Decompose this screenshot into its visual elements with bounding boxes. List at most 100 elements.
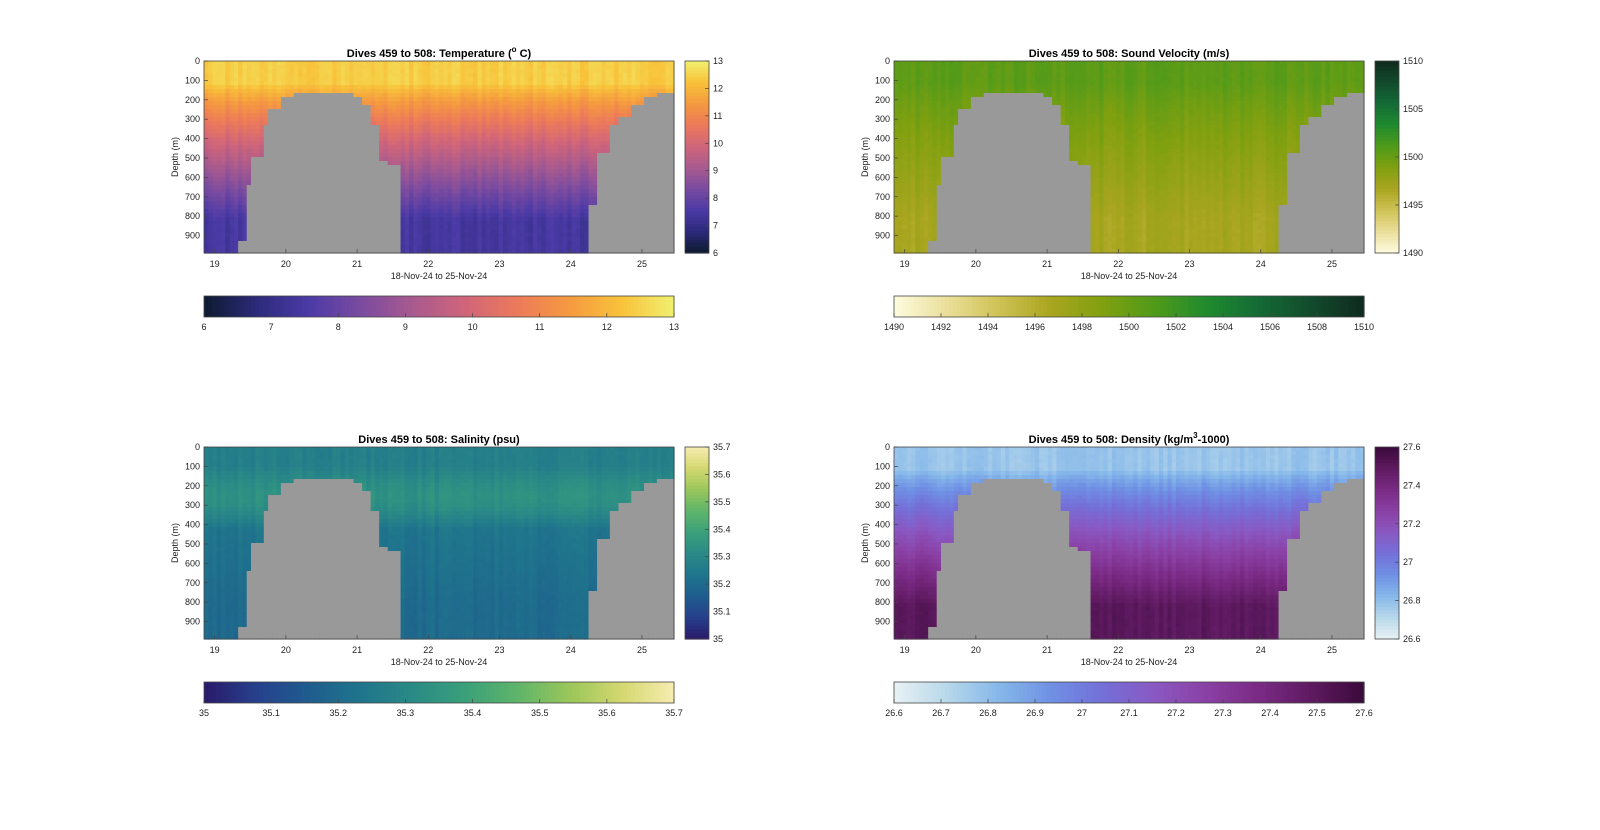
colorbar-right-tick-label: 27 [1403,557,1413,567]
y-tick-label: 400 [875,134,890,144]
y-tick-label: 600 [185,558,200,568]
y-tick-label: 400 [875,520,890,530]
x-tick-label: 22 [423,259,433,269]
x-tick-label: 19 [900,645,910,655]
colorbar-bottom-tick-label: 1492 [931,322,951,332]
colorbar-bottom-tick-label: 27.4 [1261,708,1279,718]
plot-frame [203,60,675,254]
colorbar-right-tick-label: 35.6 [713,469,731,479]
colorbar-bottom: 35 35.1 35.2 35.3 35.4 35.5 35.6 35.7 [199,681,683,718]
y-tick-label: 200 [875,95,890,105]
y-tick-label: 200 [185,481,200,491]
chart-panel-3: Dives 459 to 508: Salinity (psu) 0 100 200 3… [170,434,731,718]
colorbar-bottom-tick-label: 7 [269,322,274,332]
colorbar-bottom-tick-label: 35.2 [330,708,348,718]
colorbar-right: 6 7 8 9 10 11 12 13 [684,56,723,258]
y-tick-label: 300 [875,114,890,124]
colorbar-right: 26.6 26.8 27 27.2 27.4 27.6 [1374,442,1421,644]
colorbar-bottom-tick-label: 12 [602,322,612,332]
colorbar-bottom-tick-label: 26.9 [1026,708,1044,718]
y-tick-label: 0 [195,56,200,66]
y-tick-label: 800 [185,211,200,221]
plot-frame [893,60,1365,254]
plot-frame [203,446,675,640]
colorbar-bottom-tick-label: 27.1 [1120,708,1138,718]
x-tick-label: 25 [1327,645,1337,655]
x-tick-label: 24 [1256,259,1266,269]
colorbar-right-tick-label: 27.4 [1403,480,1421,490]
colorbar-bottom-tick-label: 1510 [1354,322,1374,332]
x-tick-label: 25 [637,645,647,655]
chart-title: Dives 459 to 508: Salinity (psu) [358,434,520,446]
x-tick-label: 19 [900,259,910,269]
x-tick-label: 20 [971,259,981,269]
x-tick-label: 23 [495,259,505,269]
y-tick-label: 900 [185,617,200,627]
x-axis-label: 18-Nov-24 to 25-Nov-24 [391,657,488,667]
y-tick-label: 800 [185,597,200,607]
colorbar-bottom-tick-label: 35 [199,708,209,718]
colorbar-right-tick-label: 35.7 [713,442,731,452]
colorbar-bottom: 6 7 8 9 10 11 12 13 [201,295,679,332]
colorbar-right-tick-label: 11 [713,111,722,121]
y-tick-label: 0 [195,442,200,452]
colorbar-right-tick-label: 1495 [1403,200,1423,210]
chart-title: Dives 459 to 508: Density (kg/m3-1000) [1029,431,1230,446]
colorbar-bottom-tick-label: 27 [1077,708,1087,718]
x-tick-label: 24 [566,259,576,269]
y-tick-label: 900 [875,231,890,241]
y-tick-label: 900 [185,231,200,241]
colorbar-bottom-tick-label: 26.6 [885,708,903,718]
y-tick-label: 100 [875,75,890,85]
colorbar-bottom-tick-label: 27.2 [1167,708,1185,718]
chart-title: Dives 459 to 508: Temperature (o C) [347,45,532,60]
y-tick-label: 600 [875,558,890,568]
y-tick-label: 300 [875,500,890,510]
x-tick-label: 21 [1042,259,1052,269]
x-tick-label: 21 [352,645,362,655]
chart-title: Dives 459 to 508: Sound Velocity (m/s) [1029,48,1230,60]
colorbar-right-tick-label: 1490 [1403,248,1423,258]
y-tick-label: 500 [875,153,890,163]
y-tick-label: 500 [185,153,200,163]
y-tick-label: 300 [185,500,200,510]
y-tick-label: 0 [885,56,890,66]
y-tick-label: 800 [875,211,890,221]
y-axis-label: Depth (m) [860,137,870,177]
colorbar-bottom-tick-label: 35.6 [598,708,616,718]
y-axis-label: Depth (m) [860,523,870,563]
colorbar-right-tick-label: 1500 [1403,152,1423,162]
colorbar-right-tick-label: 35.2 [713,579,731,589]
colorbar-right-tick-label: 1510 [1403,56,1423,66]
x-tick-label: 19 [210,259,220,269]
colorbar-bottom-tick-label: 13 [669,322,679,332]
colorbar-bottom-tick-label: 1506 [1260,322,1280,332]
colorbar-right-tick-label: 8 [713,193,718,203]
x-tick-label: 24 [1256,645,1266,655]
colorbar-right-tick-label: 13 [713,56,723,66]
colorbar-right-tick-label: 1505 [1403,104,1423,114]
colorbar-right: 35 35.1 35.2 35.3 35.4 35.5 35.6 35.7 [684,442,731,644]
y-tick-label: 600 [875,172,890,182]
y-tick-label: 100 [185,461,200,471]
colorbar-bottom-tick-label: 26.7 [932,708,950,718]
colorbar-bottom-tick-label: 9 [403,322,408,332]
x-tick-label: 20 [281,645,291,655]
colorbar-bottom-tick-label: 1490 [884,322,904,332]
x-tick-label: 23 [1185,645,1195,655]
y-tick-label: 700 [185,192,200,202]
colorbar-bottom-tick-label: 10 [468,322,478,332]
colorbar-bottom-tick-label: 8 [336,322,341,332]
x-tick-label: 24 [566,645,576,655]
x-tick-label: 21 [1042,645,1052,655]
x-axis-label: 18-Nov-24 to 25-Nov-24 [1081,657,1178,667]
colorbar-right-tick-label: 35.4 [713,524,731,534]
y-axis-label: Depth (m) [170,137,180,177]
colorbar-right-tick-label: 35.1 [713,607,731,617]
colorbar-bottom-tick-label: 27.6 [1355,708,1373,718]
x-tick-label: 20 [281,259,291,269]
y-tick-label: 700 [185,578,200,588]
colorbar-bottom-tick-label: 27.3 [1214,708,1232,718]
y-tick-label: 200 [875,481,890,491]
